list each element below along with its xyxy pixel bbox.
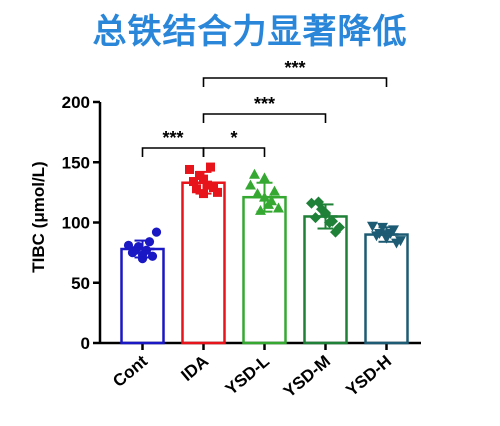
data-point [367,221,378,232]
y-axis-label: TIBC (μmol/L) [29,161,48,272]
bar-ysd-m [303,215,348,345]
data-point [203,180,212,190]
y-tick-label: 50 [71,274,90,293]
data-point [127,248,138,258]
data-point [192,184,201,194]
bar-ysd-h [364,233,409,345]
data-point [151,227,162,237]
x-tick-label: YSD-M [280,352,334,402]
x-tick-label: YSD-H [342,352,395,401]
data-point [263,198,274,209]
significance-bracket [202,113,327,123]
bar-ysd-l [242,195,287,345]
data-point [324,217,335,228]
data-point [249,168,260,179]
bar-ida [181,181,226,345]
y-tick-label: 200 [62,93,90,112]
data-point [252,188,263,198]
data-point [273,202,284,213]
error-bars [130,170,399,259]
y-tick-label: 100 [62,214,90,233]
significance-label: *** [162,128,183,148]
data-point [123,240,134,250]
x-tick-label: IDA [177,352,212,385]
x-tick-label: YSD-L [222,352,273,399]
significance-bracket [202,147,266,157]
data-point [245,179,256,190]
data-point [306,197,317,209]
data-point [209,183,218,193]
significance-label: *** [284,58,305,78]
axes: 0 50 100 150 200 Cont IDA YSD-L YSD-M YSD-H [62,93,421,401]
y-tick-label: 150 [62,153,90,172]
chart-title: 总铁结合力显著降低 [92,12,408,52]
data-points [123,162,406,264]
significance-brackets: *** ******* [141,58,388,157]
data-point [185,164,194,174]
significance-label: *** [254,94,275,114]
significance-bracket [202,77,388,87]
data-point [269,185,280,196]
data-point [206,162,215,172]
data-point [137,254,148,264]
significance-label: * [230,128,237,148]
significance-bracket [141,147,205,157]
data-point [213,187,222,197]
y-tick-label: 0 [81,334,90,353]
data-point [259,172,270,183]
data-point [147,251,158,261]
x-tick-label: Cont [109,351,151,391]
data-point [195,171,204,181]
data-point [144,237,155,247]
